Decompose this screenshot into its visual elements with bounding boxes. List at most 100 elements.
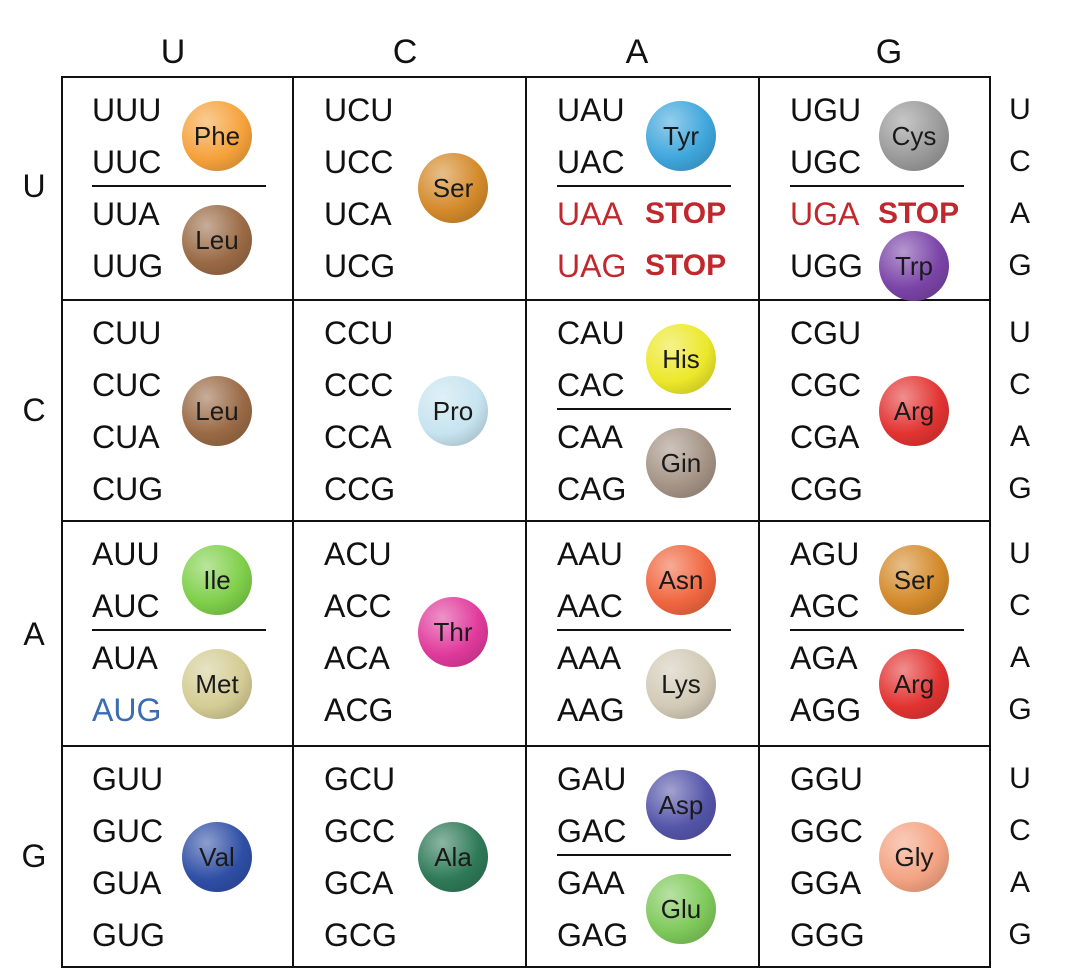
codon: UAA [557,196,623,232]
amino-acid-ball: Met [182,649,252,719]
col-header-c: C [392,33,418,71]
codon: CUG [92,471,164,507]
codon: GCC [324,813,396,849]
third-position-label: G [1008,693,1032,726]
amino-acid-label: Asn [658,564,704,595]
codon-block: CUU CUC CUA CUG Leu [62,301,293,520]
codon: ACA [324,640,390,676]
third-position-label: U [1009,537,1031,570]
codon: UAG [557,248,627,284]
codon: CCC [324,367,394,403]
amino-acid-label: Ser [893,564,935,595]
row-header-u: U [22,168,46,204]
amino-acid-label: Ser [432,172,474,203]
amino-acid-ball: Phe [182,101,252,171]
codon-block: AGU AGC AGA AGG Ser Arg [760,522,991,745]
third-position-label: U [1009,316,1031,349]
codon-block: GCU GCC GCA GCG Ala [294,747,526,968]
codon: GCU [324,761,396,797]
row-header-c: C [22,392,46,428]
amino-acid-label: Arg [893,668,935,699]
third-position-label: G [1008,472,1032,505]
codon: ACU [324,536,392,572]
grid-divider [525,76,527,968]
amino-acid-ball: Glu [646,874,716,944]
amino-acid-label: Thr [433,616,473,647]
codon: AUC [92,588,160,624]
codon: CGG [790,471,863,507]
amino-acid-label: Leu [195,224,239,255]
codon: AUU [92,536,160,572]
amino-acid-label: Pro [432,395,474,426]
codon: UCC [324,144,394,180]
codon-block: UUU UUC UUA UUG Phe Leu [62,78,293,299]
codon: GGG [790,917,865,953]
grid-divider [292,76,294,968]
codon: CAC [557,367,625,403]
group-separator [92,185,266,187]
codon-block: AUU AUC AUA AUG Ile Met [62,522,293,745]
amino-acid-label: His [662,343,700,374]
amino-acid-ball: Leu [182,205,252,275]
amino-acid-ball: Arg [879,376,949,446]
codon: UAC [557,144,625,180]
codon: GUU [92,761,164,797]
codon: CCG [324,471,396,507]
amino-acid-ball: Lys [646,649,716,719]
codon-block: GAU GAC GAA GAG Asp Glu [527,747,759,968]
codon: UUC [92,144,162,180]
codon: GCA [324,865,394,901]
codon-block: ACU ACC ACA ACG Thr [294,522,526,745]
codon: UAU [557,92,625,128]
codon: ACG [324,692,394,728]
amino-acid-label: Phe [193,120,241,151]
stop-label: STOP [878,197,960,230]
codon: UGC [790,144,862,180]
codon: UCG [324,248,396,284]
codon: AGG [790,692,862,728]
codon: CGU [790,315,862,351]
codon: GAG [557,917,629,953]
amino-acid-ball: Pro [418,376,488,446]
row-header-g: G [21,838,47,874]
amino-acid-ball: Ser [879,545,949,615]
amino-acid-ball: Gly [879,822,949,892]
third-position-label: U [1009,762,1031,795]
grid-divider [61,299,991,301]
col-header-a: A [625,33,649,71]
amino-acid-label: Trp [894,250,934,281]
codon: CAG [557,471,627,507]
amino-acid-ball: Trp [879,231,949,301]
codon: ACC [324,588,392,624]
codon-block: UAU UAC UAA UAG STOP STOP Tyr [527,78,759,299]
amino-acid-ball: Asn [646,545,716,615]
codon: CGA [790,419,860,455]
amino-acid-ball: Gin [646,428,716,498]
codon: UGA [790,196,860,232]
group-separator [92,629,266,631]
grid-divider [61,745,991,747]
row-header-a: A [23,616,45,652]
codon: AGA [790,640,858,676]
third-position-label: C [1009,589,1031,622]
group-separator [557,854,731,856]
group-separator [790,629,964,631]
codon: CAU [557,315,625,351]
codon: GUA [92,865,162,901]
third-position-label: G [1008,918,1032,951]
codon: UGG [790,248,863,284]
amino-acid-label: Gin [660,447,702,478]
codon: AAG [557,692,625,728]
amino-acid-label: Leu [195,395,239,426]
codon-block: UGU UGC UGA UGG STOP Cys Trp [760,78,991,301]
amino-acid-ball: Val [182,822,252,892]
codon: AUA [92,640,158,676]
third-position-label: U [1009,93,1031,126]
amino-acid-ball: Ala [418,822,488,892]
third-position-label: C [1009,145,1031,178]
third-position-label: A [1009,641,1030,674]
codon: AAA [557,640,622,676]
codon: AGC [790,588,860,624]
codon-block: CGU CGC CGA CGG Arg [760,301,991,520]
codon-block: UCU UCC UCA UCG Ser [294,78,526,299]
